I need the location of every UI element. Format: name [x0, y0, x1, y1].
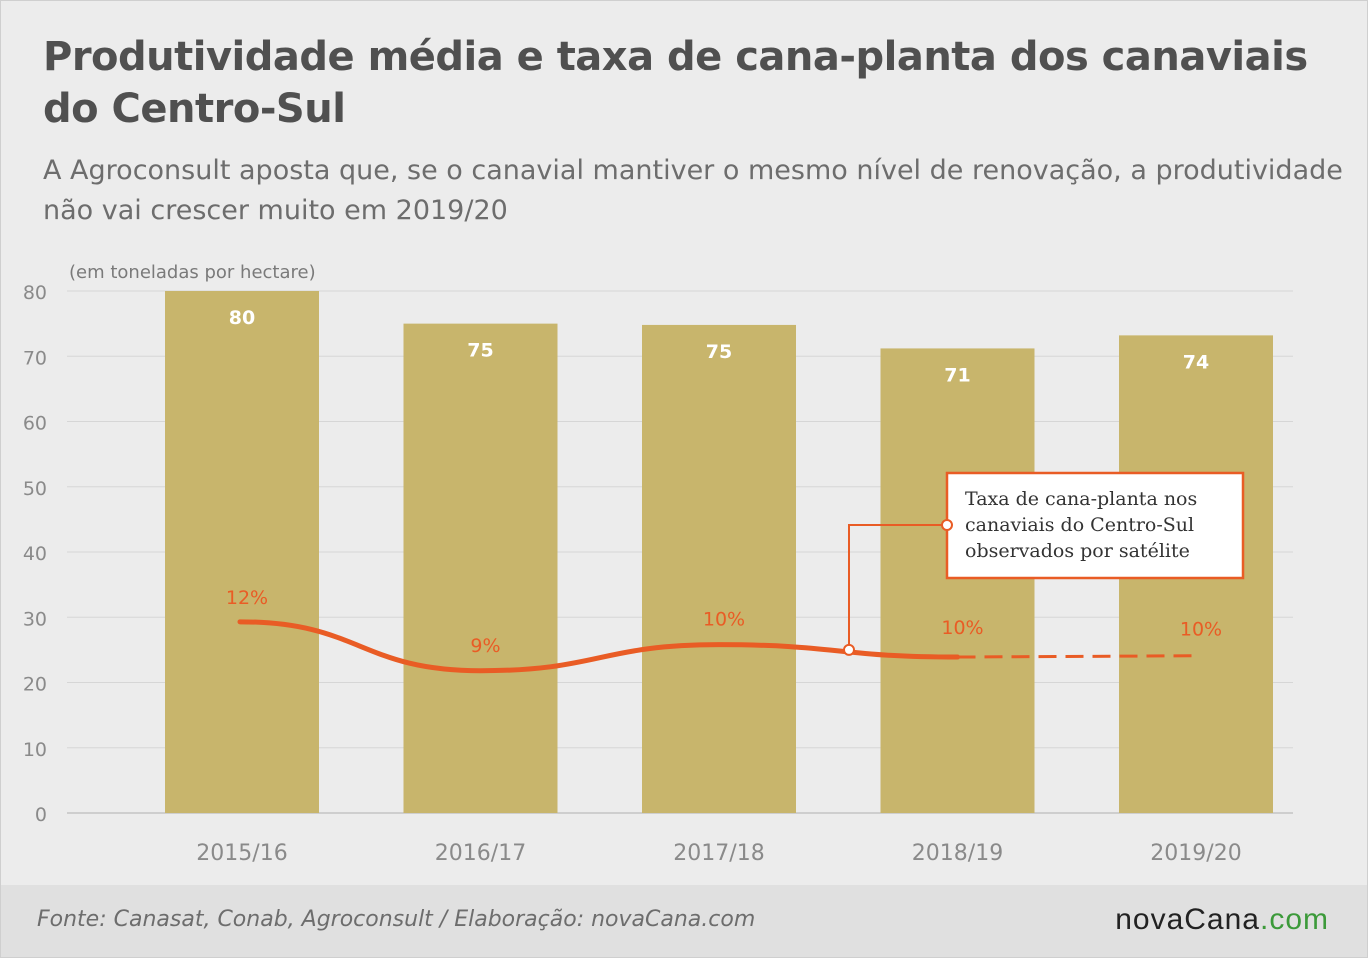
annotation-text-line: canaviais do Centro-Sul [965, 514, 1194, 536]
bar [165, 291, 319, 813]
bar-value-label: 80 [229, 307, 255, 329]
logo-suffix: .com [1259, 903, 1329, 936]
bar [880, 348, 1035, 813]
footer: Fonte: Canasat, Conab, Agroconsult / Ela… [1, 885, 1367, 957]
y-tick-label: 80 [23, 282, 47, 304]
y-tick-label: 70 [23, 347, 47, 369]
brand-logo: novaCana.com [1115, 903, 1329, 937]
y-tick-label: 20 [23, 674, 47, 696]
source-note: Fonte: Canasat, Conab, Agroconsult / Ela… [37, 907, 756, 932]
y-tick-label: 0 [35, 804, 47, 826]
unit-label: (em toneladas por hectare) [69, 262, 316, 283]
x-tick-label: 2015/16 [196, 841, 287, 866]
logo-main: novaCana [1115, 903, 1260, 936]
annotation-anchor-dot [843, 643, 855, 656]
bar-value-label: 74 [1183, 351, 1209, 373]
line-value-label: 12% [226, 587, 268, 609]
annotation-leader [848, 524, 947, 650]
annotation-text-line: observados por satélite [965, 540, 1190, 562]
x-tick-label: 2017/18 [673, 841, 764, 866]
bar-value-label: 75 [467, 340, 493, 362]
bar [642, 324, 796, 813]
line-value-label: 9% [470, 635, 500, 657]
x-tick-label: 2018/19 [912, 841, 1003, 866]
chart-title: Produtividade média e taxa de cana-plant… [43, 34, 1308, 132]
bar-value-label: 75 [706, 341, 732, 363]
y-tick-label: 30 [23, 608, 47, 630]
annotation-text-line: Taxa de cana-planta nos [965, 488, 1197, 510]
annotation-box-dot [941, 519, 953, 531]
line-value-label: 10% [703, 609, 745, 631]
y-tick-label: 40 [23, 543, 47, 565]
chart-subtitle: A Agroconsult aposta que, se o canavial … [43, 155, 1343, 226]
y-tick-label: 50 [23, 478, 47, 500]
x-tick-label: 2019/20 [1150, 841, 1241, 866]
series-line-dashed [957, 654, 1197, 659]
y-tick-label: 60 [23, 413, 47, 435]
y-tick-label: 10 [23, 739, 47, 761]
series-line-solid [237, 619, 960, 674]
chart: 0 10 20 30 40 50 60 70 80 (em toneladas por hecta… [23, 262, 1293, 866]
bar-value-label: 71 [944, 364, 970, 386]
line-value-label: 10% [1180, 619, 1222, 641]
bar [403, 323, 558, 813]
x-tick-label: 2016/17 [435, 841, 526, 866]
line-value-label: 10% [941, 617, 983, 639]
